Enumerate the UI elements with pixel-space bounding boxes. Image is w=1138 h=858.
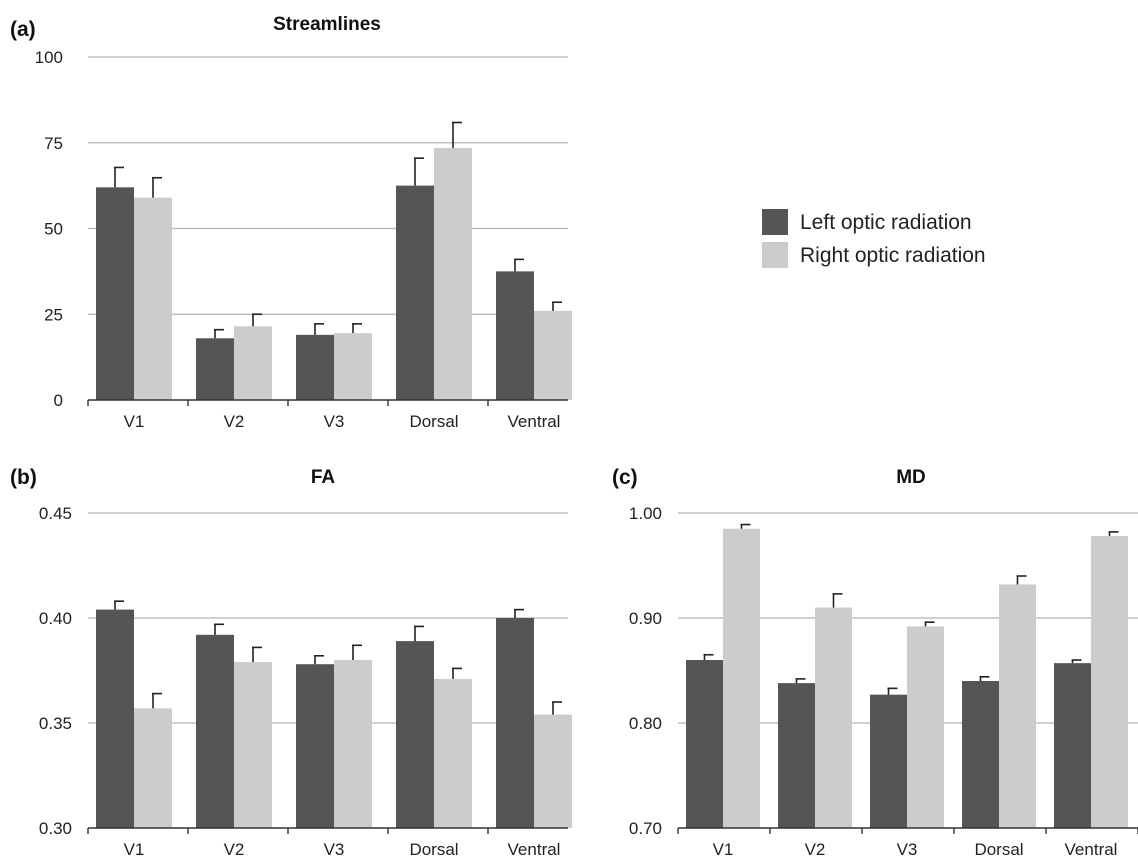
x-tick-label: V2 <box>224 412 245 431</box>
x-tick-label: V1 <box>124 840 145 858</box>
plot-area-md: 0.70 0.80 0.90 1.00 V1 V2 V3 Dorsal Ventral <box>629 504 1138 858</box>
bar-right-ventral <box>534 714 572 828</box>
x-tick-label: V2 <box>805 840 826 858</box>
bar-left-v1 <box>96 187 134 400</box>
bar-left-ventral <box>496 271 534 400</box>
x-tick-label: V3 <box>324 412 345 431</box>
panel-a-streamlines: (a) Streamlines 0 25 50 75 100 V1 V2 V3 Dorsal Ve… <box>10 14 572 431</box>
plot-area-fa: 0.30 0.35 0.40 0.45 V1 V2 V3 Dorsal Ventral <box>39 504 572 858</box>
legend-label-right: Right optic radiation <box>800 244 986 267</box>
y-tick-label: 0.90 <box>629 609 662 628</box>
y-tick-label: 0.45 <box>39 504 72 523</box>
panel-letter-a: (a) <box>10 18 36 41</box>
bar-left-v1 <box>686 660 723 828</box>
bar-right-dorsal <box>434 147 472 400</box>
bar-left-v3 <box>296 664 334 828</box>
panel-letter-c: (c) <box>612 466 638 489</box>
x-tick-label: Dorsal <box>409 412 458 431</box>
bar-right-v1 <box>134 708 172 828</box>
bar-left-ventral <box>1054 663 1091 828</box>
panel-b-fa: (b) FA 0.30 0.35 0.40 0.45 V1 V2 V3 Dorsal Ventr… <box>10 466 572 858</box>
legend-swatch-left <box>762 209 788 235</box>
bar-right-dorsal <box>999 584 1036 828</box>
panel-title-streamlines: Streamlines <box>273 14 381 35</box>
x-tick-label: V1 <box>713 840 734 858</box>
bar-left-v2 <box>196 634 234 828</box>
x-tick-label: Ventral <box>1065 840 1118 858</box>
x-tick-label: V3 <box>897 840 918 858</box>
y-tick-label: 0.80 <box>629 714 662 733</box>
panel-letter-b: (b) <box>10 466 37 489</box>
legend-label-left: Left optic radiation <box>800 211 972 234</box>
panel-c-md: (c) MD 0.70 0.80 0.90 1.00 V1 V2 V3 Dorsal Ventr… <box>612 466 1138 858</box>
panel-title-fa: FA <box>311 467 336 488</box>
y-tick-label: 0.35 <box>39 714 72 733</box>
y-tick-label: 25 <box>44 305 63 324</box>
bar-left-v3 <box>296 334 334 400</box>
bar-right-v3 <box>334 660 372 828</box>
bar-right-v1 <box>134 197 172 400</box>
y-tick-label: 0.70 <box>629 819 662 838</box>
bar-left-ventral <box>496 618 534 828</box>
x-tick-label: Ventral <box>508 412 561 431</box>
bar-left-dorsal <box>396 185 434 400</box>
bar-right-ventral <box>534 310 572 400</box>
x-tick-label: Dorsal <box>974 840 1023 858</box>
plot-area-streamlines: 0 25 50 75 100 V1 V2 V3 Dorsal Ventral <box>35 48 572 431</box>
y-tick-label: 1.00 <box>629 504 662 523</box>
bar-right-v2 <box>234 662 272 828</box>
legend: Left optic radiation Right optic radiati… <box>762 209 986 268</box>
bar-right-v2 <box>815 607 852 828</box>
bar-left-dorsal <box>396 641 434 828</box>
bar-right-ventral <box>1091 536 1128 828</box>
bar-right-v3 <box>334 333 372 400</box>
bar-left-v2 <box>778 683 815 828</box>
x-tick-label: V2 <box>224 840 245 858</box>
x-tick-label: Ventral <box>508 840 561 858</box>
bar-right-v3 <box>907 626 944 828</box>
legend-swatch-right <box>762 242 788 268</box>
bar-left-v1 <box>96 609 134 828</box>
bar-right-v2 <box>234 326 272 400</box>
y-tick-label: 0.40 <box>39 609 72 628</box>
bar-left-v2 <box>196 338 234 400</box>
y-tick-label: 0.30 <box>39 819 72 838</box>
x-tick-label: V1 <box>124 412 145 431</box>
bar-right-v1 <box>723 528 760 828</box>
y-tick-label: 50 <box>44 220 63 239</box>
bar-right-dorsal <box>434 678 472 828</box>
x-tick-label: Dorsal <box>409 840 458 858</box>
y-tick-label: 0 <box>54 391 63 410</box>
y-tick-label: 75 <box>44 134 63 153</box>
panel-title-md: MD <box>896 467 926 488</box>
x-tick-label: V3 <box>324 840 345 858</box>
bar-left-dorsal <box>962 681 999 828</box>
bar-left-v3 <box>870 694 907 828</box>
y-tick-label: 100 <box>35 48 63 67</box>
